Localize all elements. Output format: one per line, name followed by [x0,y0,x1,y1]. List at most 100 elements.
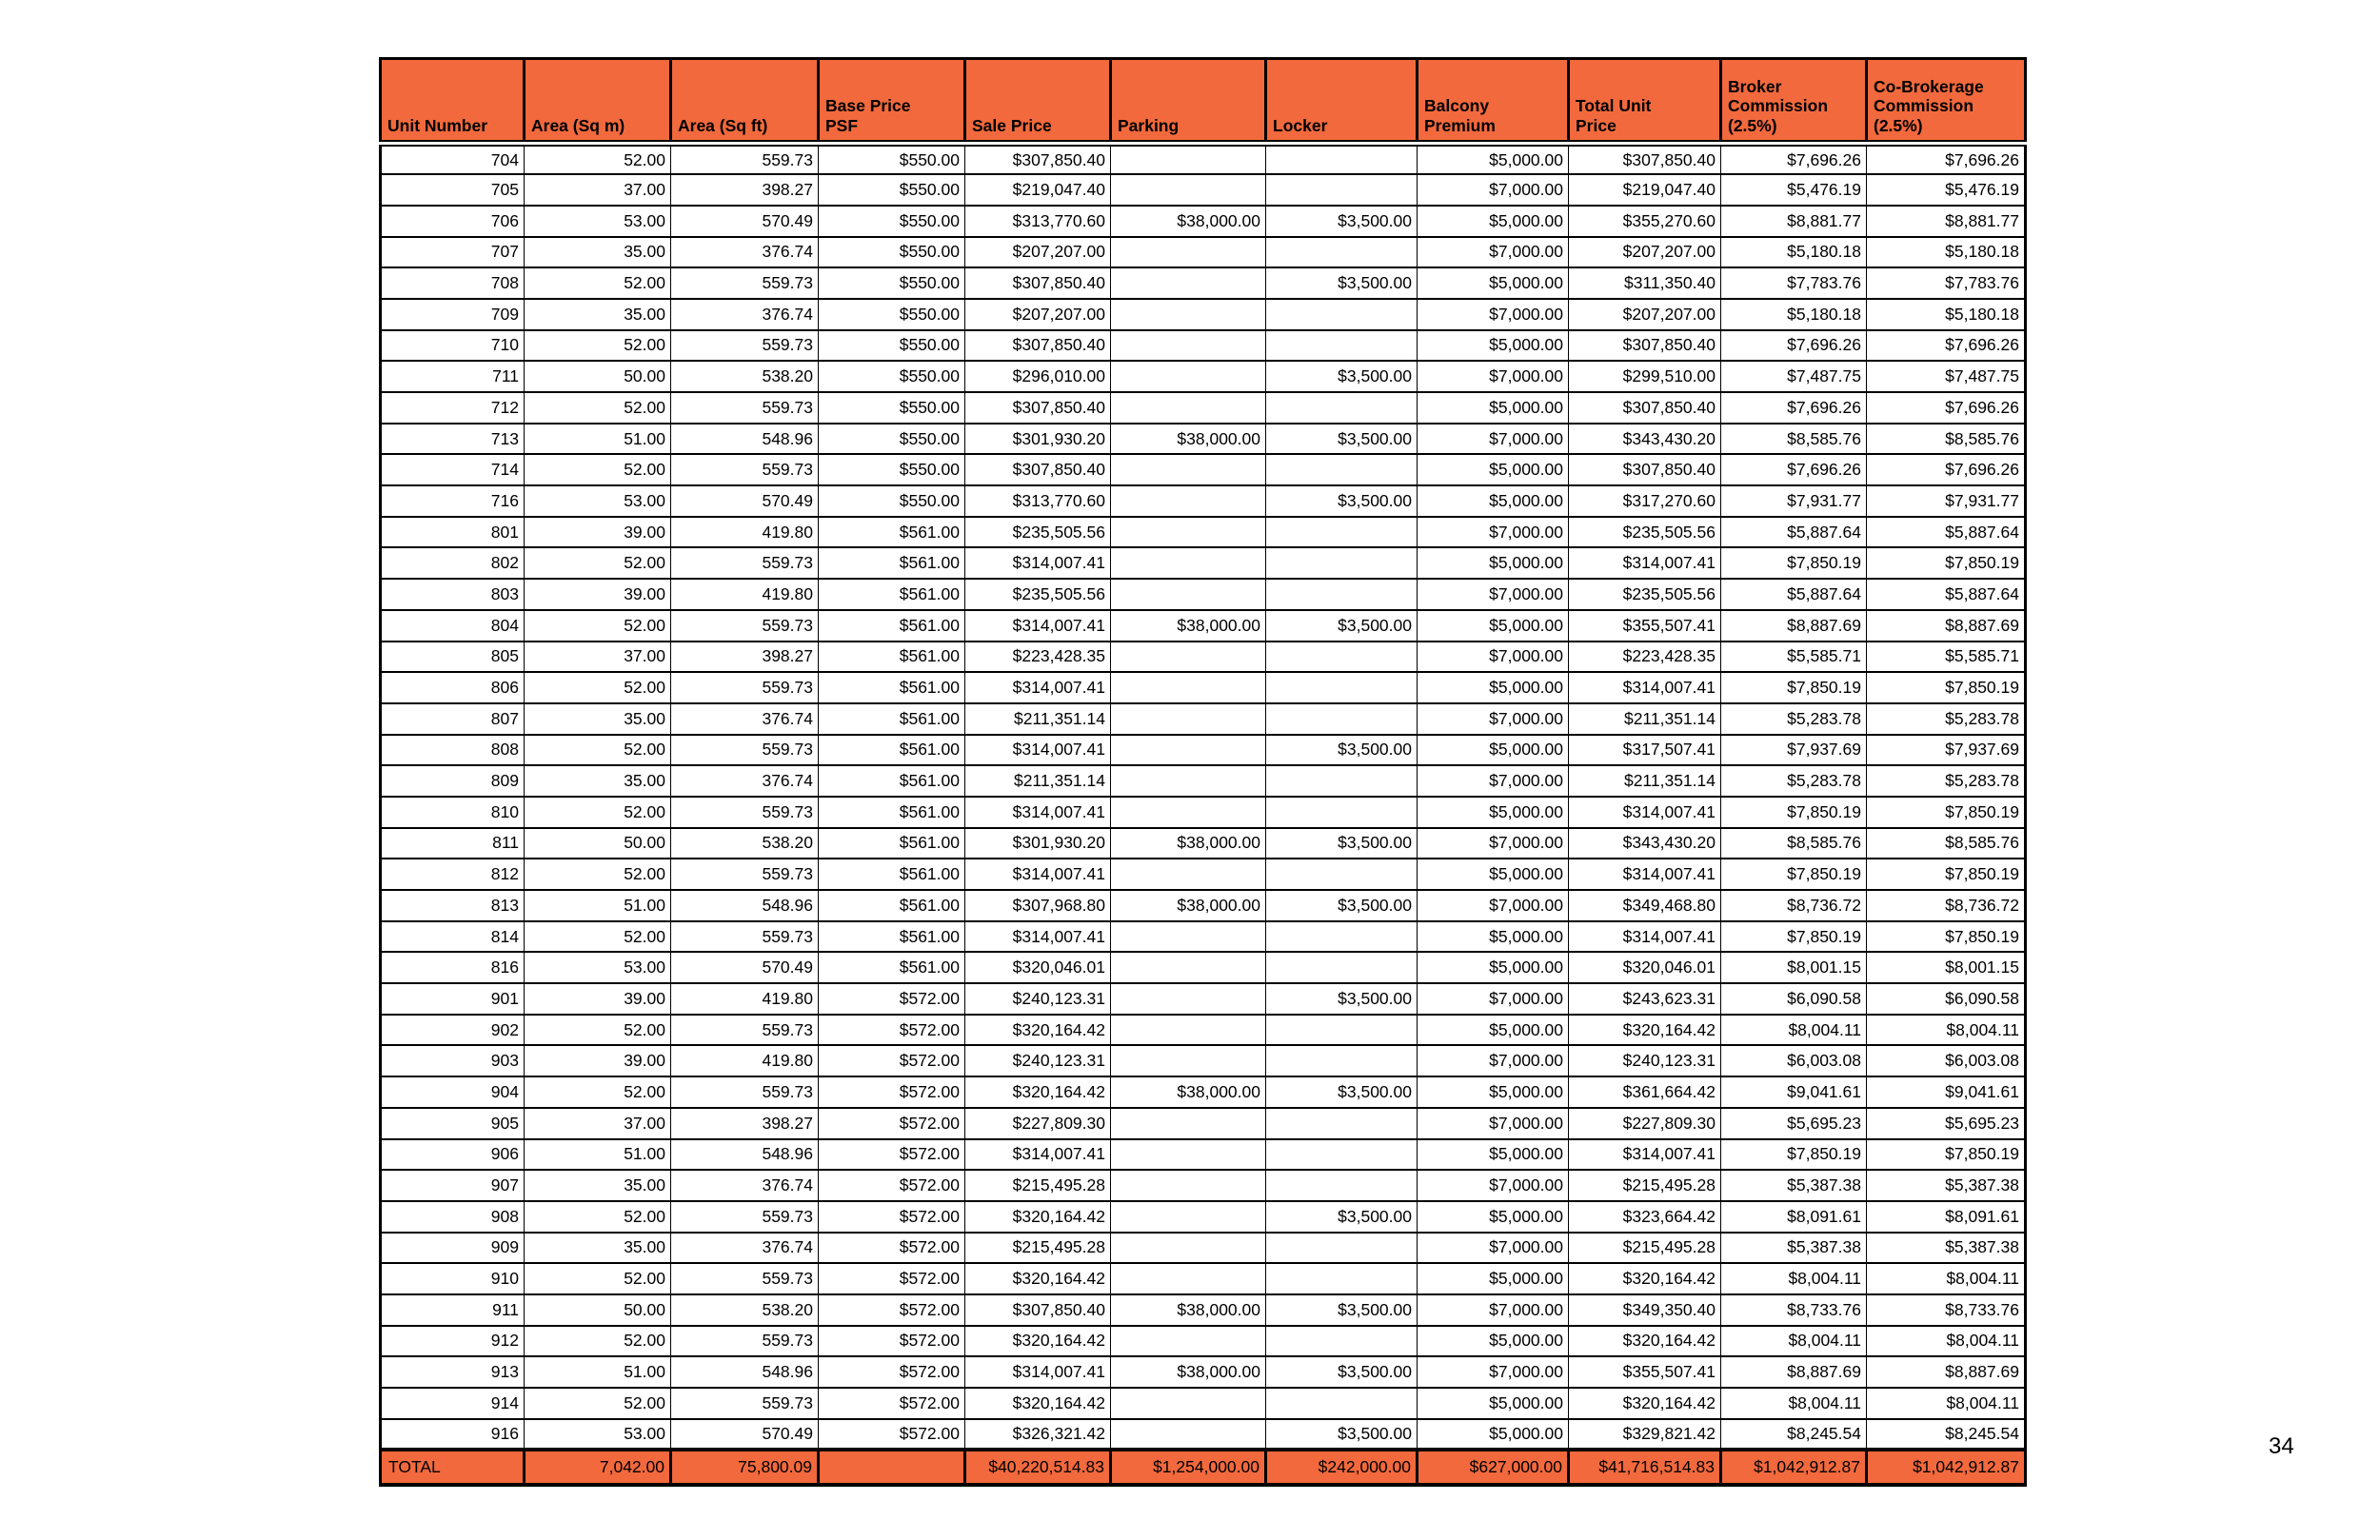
cell-area-sqft: 559.73 [670,795,819,829]
cell-area-sqm: 39.00 [524,515,671,549]
cell-broker-commission: $8,736.72 [1720,889,1867,922]
cell-total-unit-price: $355,507.41 [1568,1355,1721,1389]
cell-broker-commission: $8,004.11 [1720,1013,1867,1047]
cell-co-brokerage-commission: $8,001.15 [1866,951,2026,985]
col-header-base-price-psf: Base Price PSF [817,57,966,147]
cell-parking [1110,546,1266,581]
cell-sale-price: $320,164.42 [964,1324,1111,1358]
cell-unit-number: 707 [380,235,525,269]
cell-parking [1110,671,1266,704]
cell-co-brokerage-commission: $7,696.26 [1866,142,2026,176]
cell-unit-number: 907 [380,1169,525,1202]
cell-unit-number: 913 [380,1355,525,1389]
cell-locker [1265,297,1418,331]
cell-base-price-psf: $561.00 [818,733,965,767]
table-row-unit-805: 805 37.00 398.27 $561.00 $223,428.35 $7,000.0… [380,640,2026,674]
cell-broker-commission: $7,850.19 [1720,858,1867,891]
total-total-unit-price: $41,716,514.83 [1567,1448,1722,1488]
cell-area-sqft: 376.74 [670,235,819,269]
cell-locker [1265,1137,1418,1172]
cell-parking [1110,1169,1266,1202]
cell-parking: $38,000.00 [1110,1355,1266,1389]
cell-area-sqm: 37.00 [524,640,671,674]
cell-total-unit-price: $314,007.41 [1568,919,1721,954]
cell-co-brokerage-commission: $5,180.18 [1866,235,2026,269]
cell-co-brokerage-commission: $6,090.58 [1866,982,2026,1016]
cell-co-brokerage-commission: $7,696.26 [1866,391,2026,424]
cell-area-sqft: 570.49 [670,1417,819,1451]
cell-area-sqft: 538.20 [670,826,819,860]
cell-area-sqm: 37.00 [524,173,671,207]
cell-balcony-premium: $5,000.00 [1417,484,1569,518]
cell-broker-commission: $8,004.11 [1720,1262,1867,1295]
cell-base-price-psf: $572.00 [818,1013,965,1047]
total-row: TOTAL 7,042.00 75,800.09 $40,220,514.83 $1,2… [379,1448,2027,1488]
cell-base-price-psf: $561.00 [818,701,965,736]
table-row-unit-804: 804 52.00 559.73 $561.00 $314,007.41 $38,000.… [380,608,2026,642]
cell-sale-price: $320,164.42 [964,1076,1111,1109]
cell-locker: $3,500.00 [1265,1293,1418,1327]
cell-unit-number: 809 [380,764,525,798]
cell-total-unit-price: $329,821.42 [1568,1417,1721,1451]
cell-broker-commission: $8,004.11 [1720,1387,1867,1420]
cell-balcony-premium: $7,000.00 [1417,578,1569,611]
cell-area-sqft: 559.73 [670,733,819,767]
cell-balcony-premium: $5,000.00 [1417,1417,1569,1451]
cell-balcony-premium: $7,000.00 [1417,297,1569,331]
cell-sale-price: $314,007.41 [964,795,1111,829]
cell-area-sqm: 35.00 [524,701,671,736]
col-header-sale-price: Sale Price [963,57,1112,147]
cell-total-unit-price: $235,505.56 [1568,515,1721,549]
cell-parking [1110,919,1266,954]
cell-locker: $3,500.00 [1265,608,1418,642]
total-parking: $1,254,000.00 [1109,1448,1267,1488]
cell-balcony-premium: $5,000.00 [1417,671,1569,704]
cell-area-sqm: 52.00 [524,608,671,642]
cell-broker-commission: $7,850.19 [1720,1137,1867,1172]
cell-base-price-psf: $550.00 [818,391,965,424]
cell-area-sqft: 570.49 [670,484,819,518]
cell-balcony-premium: $7,000.00 [1417,422,1569,456]
cell-broker-commission: $7,696.26 [1720,142,1867,176]
table-row-unit-902: 902 52.00 559.73 $572.00 $320,164.42 $5,000.0… [380,1013,2026,1047]
cell-balcony-premium: $7,000.00 [1417,826,1569,860]
cell-broker-commission: $8,091.61 [1720,1199,1867,1234]
cell-total-unit-price: $317,270.60 [1568,484,1721,518]
cell-parking [1110,453,1266,487]
table-row-unit-905: 905 37.00 398.27 $572.00 $227,809.30 $7,000.0… [380,1106,2026,1140]
cell-broker-commission: $8,585.76 [1720,422,1867,456]
table-row-unit-907: 907 35.00 376.74 $572.00 $215,495.28 $7,000.0… [380,1169,2026,1202]
table-row-unit-809: 809 35.00 376.74 $561.00 $211,351.14 $7,000.0… [380,764,2026,798]
cell-unit-number: 814 [380,919,525,954]
cell-parking [1110,858,1266,891]
table-row-unit-910: 910 52.00 559.73 $572.00 $320,164.42 $5,000.0… [380,1262,2026,1295]
cell-area-sqm: 52.00 [524,1199,671,1234]
total-sale-price: $40,220,514.83 [963,1448,1112,1488]
cell-total-unit-price: $355,270.60 [1568,204,1721,238]
cell-broker-commission: $9,041.61 [1720,1076,1867,1109]
cell-co-brokerage-commission: $5,476.19 [1866,173,2026,207]
cell-broker-commission: $7,783.76 [1720,267,1867,300]
cell-unit-number: 714 [380,453,525,487]
cell-sale-price: $215,495.28 [964,1231,1111,1265]
cell-balcony-premium: $7,000.00 [1417,889,1569,922]
cell-area-sqft: 559.73 [670,546,819,581]
cell-base-price-psf: $550.00 [818,360,965,393]
cell-parking [1110,515,1266,549]
cell-area-sqm: 51.00 [524,1137,671,1172]
cell-area-sqm: 50.00 [524,826,671,860]
cell-area-sqm: 52.00 [524,733,671,767]
cell-area-sqm: 50.00 [524,360,671,393]
cell-area-sqft: 376.74 [670,297,819,331]
cell-area-sqft: 419.80 [670,578,819,611]
cell-area-sqm: 35.00 [524,235,671,269]
table-row-unit-908: 908 52.00 559.73 $572.00 $320,164.42 $3,500.0… [380,1199,2026,1234]
cell-co-brokerage-commission: $8,585.76 [1866,422,2026,456]
cell-base-price-psf: $572.00 [818,1199,965,1234]
cell-unit-number: 810 [380,795,525,829]
cell-locker: $3,500.00 [1265,826,1418,860]
cell-co-brokerage-commission: $7,696.26 [1866,328,2026,363]
cell-balcony-premium: $5,000.00 [1417,795,1569,829]
cell-locker [1265,795,1418,829]
cell-co-brokerage-commission: $5,283.78 [1866,701,2026,736]
